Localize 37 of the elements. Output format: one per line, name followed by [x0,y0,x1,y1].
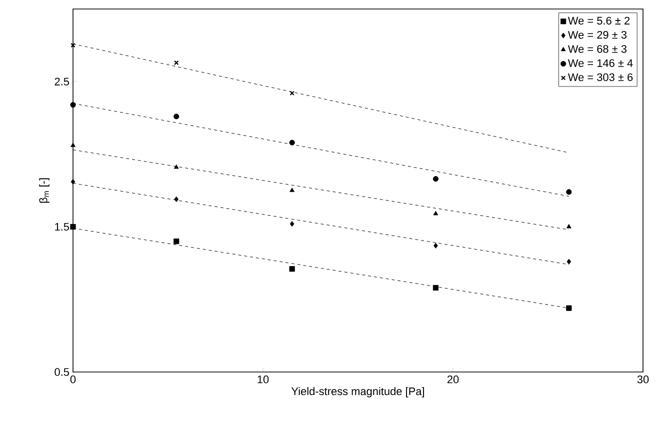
point [434,242,438,248]
point [174,238,180,244]
point [70,142,76,147]
point [174,196,179,202]
y-tick-label: 1.5 [55,222,70,231]
x-tick-label: 0 [70,376,76,384]
point [432,284,439,291]
point [433,210,438,216]
point [289,140,295,146]
point [70,102,76,108]
point [566,258,572,264]
x-tick-label: 20 [447,376,459,384]
x-axis-title: Yield-stress magnitude [Pa] [291,387,424,398]
x-tick-label: 30 [637,376,649,384]
y-axis-title: β$_{m}$ [-] [39,178,50,203]
y-tick-label: 0.5 [54,368,70,376]
point [566,305,572,311]
legend-label: We = 146 ± 4 [568,59,633,67]
legend-label: We = 303 ± 6 [568,73,633,82]
point [70,224,76,230]
point [174,164,179,169]
point [174,60,179,66]
legend-label: We = 5.6 ± 2 [568,16,630,25]
point [432,176,439,182]
point [290,90,294,96]
legend-label: We = 68 ± 3 [568,45,627,53]
point [290,188,295,192]
point [70,178,76,185]
point [566,189,572,195]
point [566,224,572,228]
point [290,221,294,227]
point [289,266,295,272]
x-tick-label: 10 [258,376,269,384]
point [70,42,76,48]
y-tick-label: 2.5 [54,78,70,86]
legend-label: We = 29 ± 3 [568,30,627,39]
point [174,114,180,120]
